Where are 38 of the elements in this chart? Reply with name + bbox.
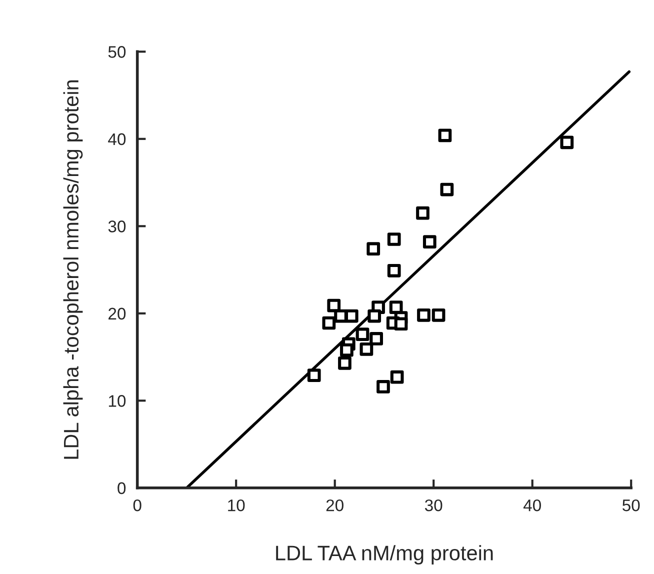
y-tick-label: 30 xyxy=(108,220,126,232)
point xyxy=(360,342,374,356)
point xyxy=(560,136,574,150)
point xyxy=(440,182,454,196)
x-tick-label: 10 xyxy=(228,499,245,512)
x-axis-title: LDL TAA nM/mg protein xyxy=(276,545,493,565)
x-tick-label: 20 xyxy=(326,499,344,512)
y-tick-label: 10 xyxy=(108,395,126,407)
point xyxy=(366,242,380,256)
point xyxy=(438,128,452,142)
point xyxy=(422,235,436,249)
point xyxy=(417,308,430,322)
y-tick-label: 20 xyxy=(108,308,126,320)
y-tick-label: 0 xyxy=(118,482,126,494)
point xyxy=(356,328,370,342)
point xyxy=(344,309,358,323)
y-axis-title: LDL alpha -tocopherol nmoles/mg protein xyxy=(63,80,83,459)
x-tick-label: 0 xyxy=(133,499,142,512)
point xyxy=(387,232,401,246)
point xyxy=(322,316,336,330)
point xyxy=(432,308,446,322)
point xyxy=(327,298,341,312)
y-tick-label: 50 xyxy=(108,46,126,58)
point xyxy=(376,380,390,394)
x-tick-label: 40 xyxy=(523,499,541,512)
x-tick-label: 50 xyxy=(622,499,640,512)
y-tick-label: 40 xyxy=(108,133,126,146)
point xyxy=(389,300,403,314)
point xyxy=(387,264,401,278)
point xyxy=(338,356,352,370)
point xyxy=(390,370,404,384)
point xyxy=(340,343,354,357)
x-tick-label: 30 xyxy=(424,499,442,512)
point xyxy=(416,206,430,220)
point xyxy=(368,309,382,323)
point xyxy=(394,317,408,331)
point xyxy=(370,332,384,346)
point xyxy=(307,368,321,382)
